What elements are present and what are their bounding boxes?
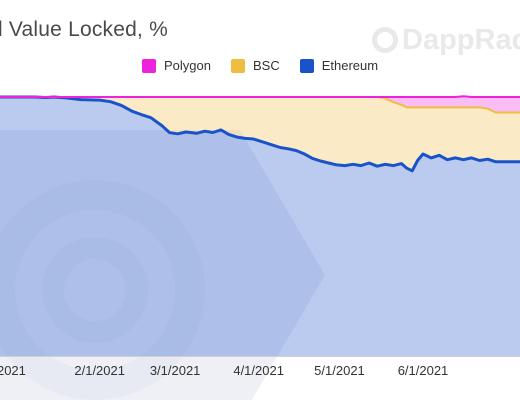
legend-label-polygon: Polygon (164, 58, 211, 73)
legend-label-bsc: BSC (252, 58, 280, 73)
x-tick-label: 5/1/2021 (314, 363, 365, 378)
area-bsc (0, 97, 520, 171)
line-ethereum (0, 95, 520, 173)
dappradar-logo-icon (372, 27, 398, 53)
legend-swatch-bsc (230, 58, 245, 73)
x-tick-label: 4/1/2021 (233, 363, 284, 378)
legend-swatch-polygon (142, 58, 156, 73)
x-tick-label: 6/1/2021 (398, 363, 449, 378)
legend-swatch-ethereum (299, 58, 314, 73)
x-tick-label: 3/1/2021 (150, 363, 201, 378)
watermark-label: DappRad (402, 24, 520, 56)
legend-label-ethereum: Ethereum (321, 58, 379, 73)
legend-item-bsc[interactable]: BSC (230, 58, 280, 73)
chart-title: l Value Locked, % (0, 18, 168, 41)
background-logo-watermark (0, 130, 325, 400)
area-ethereum (0, 97, 520, 356)
chart-legend: Polygon BSC Ethereum (142, 58, 398, 73)
line-polygon (0, 95, 520, 98)
x-tick-label: 1/2021 (0, 363, 26, 378)
legend-item-polygon[interactable]: Polygon (142, 58, 211, 73)
dappradar-watermark: DappRad (372, 24, 520, 57)
stacked-areas (0, 96, 520, 356)
series-lines (0, 95, 520, 173)
legend-item-ethereum[interactable]: Ethereum (299, 58, 379, 73)
x-tick-label: 2/1/2021 (74, 363, 125, 378)
watermark-outer-ring (0, 180, 205, 400)
watermark-inner-ring (42, 237, 148, 343)
x-axis: 1/2021 2/1/2021 3/1/2021 4/1/2021 5/1/2021 6/… (0, 356, 520, 378)
